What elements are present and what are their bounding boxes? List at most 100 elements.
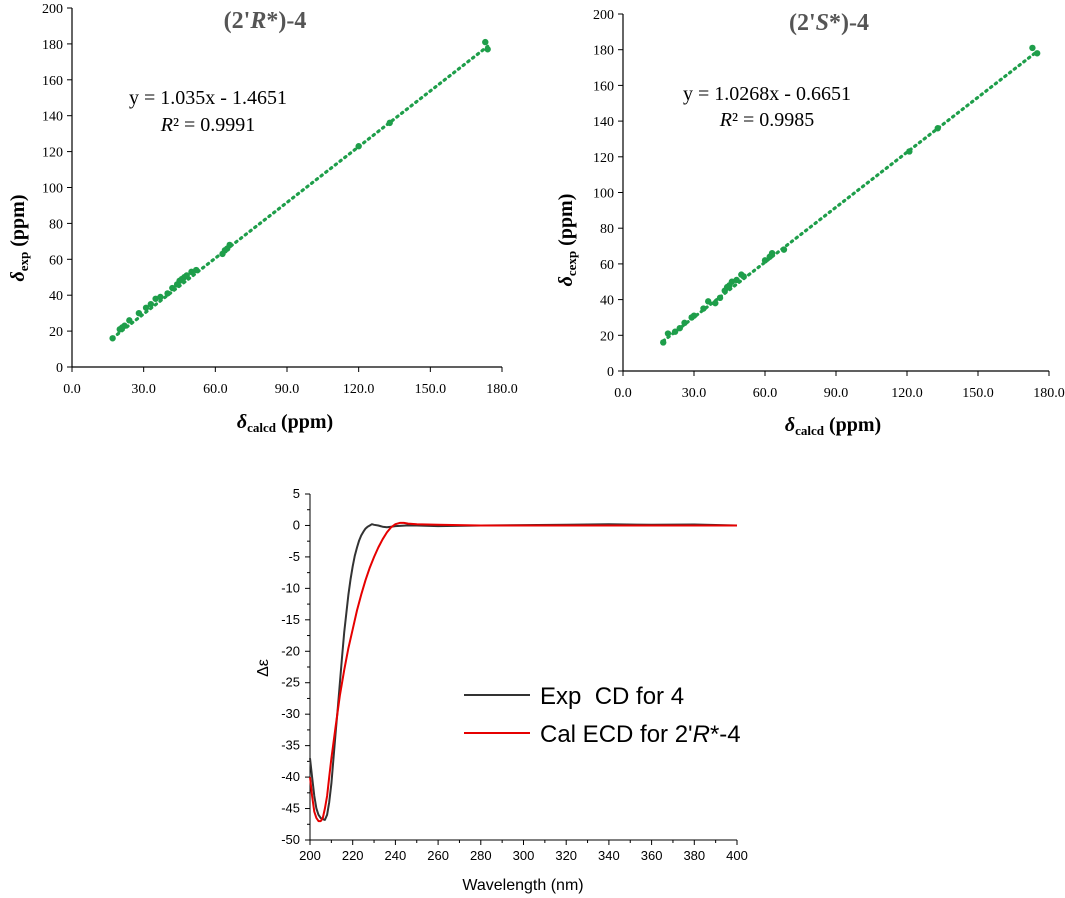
nmr_r-data-point (193, 266, 200, 274)
nmr_r-data-point (142, 304, 150, 311)
nmr_r-x-tick-label: 180.0 (486, 382, 518, 397)
nmr_r-y-tick-label: 160 (42, 74, 63, 89)
ecd-x-tick-label: 400 (726, 848, 748, 863)
nmr_s-data-point (1029, 44, 1036, 52)
ecd-x-tick-label: 280 (470, 848, 492, 863)
ecd-y-label: Δε (255, 659, 272, 677)
nmr_s-x-tick-label: 60.0 (753, 386, 778, 401)
nmr_r-y-tick-label: 140 (42, 110, 63, 125)
ecd-x-tick-label: 320 (555, 848, 577, 863)
nmr_r-data-point (126, 317, 133, 324)
nmr-s-title: (2'S*)-4 (789, 10, 869, 36)
ecd-exp-line (309, 523, 738, 821)
ecd-y-tick-label: -35 (281, 738, 300, 753)
nmr_s-data-point (780, 246, 788, 253)
nmr_r-data-point (482, 38, 489, 46)
ecd-y-tick-label: -50 (281, 832, 300, 847)
nmr_s-data-point (733, 276, 740, 284)
nmr-s-r2: R² = 0.9985 (719, 109, 815, 131)
nmr_s-data-point (1033, 50, 1041, 57)
ecd-y-tick-label: 0 (293, 517, 300, 532)
nmr_r-x-tick-label: 0.0 (63, 382, 81, 397)
nmr_s-y-tick-label: 180 (593, 44, 614, 59)
nmr_r-x-tick-label: 120.0 (343, 382, 375, 397)
nmr_s-y-tick-label: 120 (593, 151, 614, 166)
nmr_s-x-tick-label: 30.0 (682, 386, 707, 401)
nmr-r-panel: (2'R*)-4 0 20 40 60 80 100 120 140 160 180 200 0.0… (7, 2, 518, 435)
ecd-x-label: Wavelength (nm) (462, 877, 583, 894)
nmr_r-y-tick-label: 60 (49, 253, 63, 268)
nmr_s-x-tick-label: 120.0 (891, 386, 923, 401)
nmr_r-data-point (147, 300, 155, 308)
nmr_s-x-tick-label: 180.0 (1033, 386, 1065, 401)
ecd-y-tick-label: -45 (281, 801, 300, 816)
nmr_s-data-point (664, 330, 672, 337)
nmr_s-x-tick-label: 0.0 (614, 386, 632, 401)
nmr_s-y-tick-label: 0 (607, 365, 614, 380)
nmr_s-y-tick-label: 140 (593, 115, 614, 130)
nmr_s-y-tick-label: 100 (593, 187, 614, 202)
nmr_s-data-point (934, 125, 941, 132)
nmr_s-data-point (700, 305, 707, 312)
ecd-x-tick-label: 200 (299, 848, 321, 863)
nmr_s-data-point (906, 148, 913, 155)
ecd-x-tick-label: 360 (641, 848, 663, 863)
nmr_r-data-point (109, 335, 116, 342)
nmr_r-x-tick-label: 90.0 (275, 382, 300, 397)
nmr_r-data-point (157, 293, 164, 301)
ecd-y-tick-label: -15 (281, 612, 300, 627)
nmr_r-y-tick-label: 180 (42, 38, 63, 53)
nmr_r-data-point (226, 241, 233, 249)
nmr-s-x-label: δcalcd (ppm) (785, 414, 881, 438)
nmr_r-y-tick-label: 80 (49, 217, 63, 232)
ecd-y-tick-label: -25 (281, 675, 300, 690)
nmr_s-data-point (705, 298, 712, 305)
nmr-r-r2: R² = 0.9991 (160, 114, 256, 136)
ecd-legend: Exp CD for 4 Cal ECD for 2'R*-4 (464, 683, 741, 748)
ecd-legend-exp-label: Exp CD for 4 (540, 683, 684, 710)
nmr_s-y-tick-label: 60 (600, 258, 614, 273)
nmr-r-title: (2'R*)-4 (224, 8, 307, 34)
ecd-y-tick-label: -20 (281, 643, 300, 658)
nmr-s-panel: (2'S*)-4 0 20 40 60 80 100 120 140 160 180 200 0.0… (555, 8, 1065, 438)
nmr_r-data-point (484, 46, 491, 53)
nmr_s-data-point (712, 299, 719, 307)
nmr_s-data-point (740, 273, 747, 280)
ecd-y-tick-label: -40 (281, 769, 300, 784)
nmr_s-y-tick-label: 40 (600, 294, 614, 309)
ecd-y-tick-label: -10 (281, 580, 300, 595)
nmr_s-data-point (768, 249, 776, 257)
ecd-y-tick-label: -30 (281, 706, 300, 721)
ecd-x-tick-label: 240 (385, 848, 407, 863)
nmr_s-y-tick-label: 20 (600, 329, 614, 344)
nmr_r-x-tick-label: 60.0 (203, 382, 228, 397)
nmr_s-data-point (681, 319, 688, 327)
nmr_s-data-point (716, 294, 724, 302)
nmr_s-x-tick-label: 150.0 (962, 386, 994, 401)
nmr-r-equation: y = 1.035x - 1.4651 (129, 87, 287, 109)
ecd-x-tick-label: 380 (683, 848, 705, 863)
nmr_r-y-tick-label: 40 (49, 289, 63, 304)
nmr_r-y-tick-label: 0 (56, 361, 63, 376)
nmr_s-data-point (761, 257, 769, 264)
nmr_r-y-tick-label: 120 (42, 146, 63, 161)
ecd-x-tick-label: 300 (513, 848, 535, 863)
nmr_r-x-tick-label: 150.0 (415, 382, 447, 397)
nmr-r-y-label: δexp (ppm) (7, 195, 31, 282)
nmr_s-y-tick-label: 160 (593, 79, 614, 94)
nmr_s-data-point (671, 328, 679, 335)
ecd-x-tick-label: 260 (427, 848, 449, 863)
nmr_r-data-point (355, 143, 362, 150)
ecd-y-tick-label: -5 (288, 549, 300, 564)
nmr-r-x-label: δcalcd (ppm) (237, 411, 333, 435)
nmr_s-data-point (676, 324, 683, 332)
nmr_r-data-point (121, 322, 128, 329)
nmr_s-data-point (660, 339, 667, 346)
nmr_r-y-tick-label: 20 (49, 325, 63, 340)
nmr-s-y-label: δcexp (ppm) (555, 194, 579, 287)
nmr_s-y-tick-label: 80 (600, 222, 614, 237)
nmr_r-x-tick-label: 30.0 (131, 382, 156, 397)
nmr-s-equation: y = 1.0268x - 0.6651 (683, 83, 851, 105)
nmr_s-data-point (690, 312, 698, 319)
